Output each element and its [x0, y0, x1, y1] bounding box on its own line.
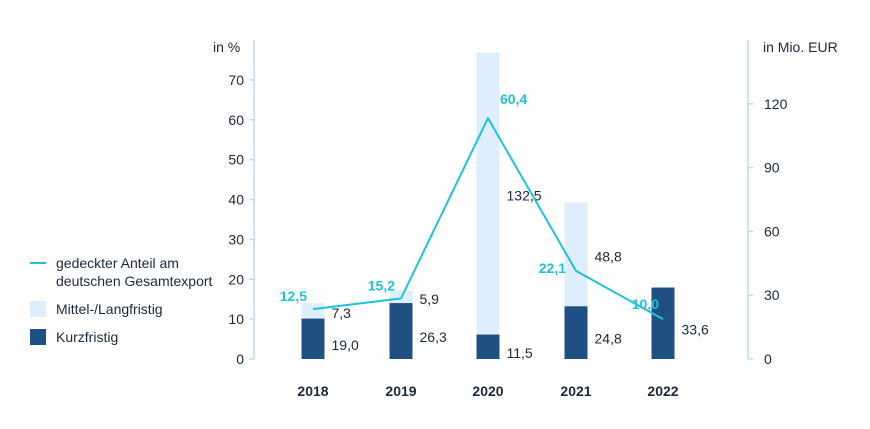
bar-kurzfristig	[476, 334, 500, 359]
bar-kurzfristig	[651, 287, 675, 359]
share-line-label: 22,1	[539, 260, 566, 276]
bars	[301, 52, 675, 359]
share-line-label: 10,0	[632, 296, 659, 312]
bar-kurzfristig	[301, 318, 325, 359]
right-tick-label: 30	[764, 287, 780, 303]
left-tick-label: 10	[228, 311, 244, 327]
legend-label: Mittel-/Langfristig	[56, 301, 163, 317]
bar-label-mittel-langfristig: 48,8	[595, 248, 622, 264]
bar-mittel-langfristig	[301, 303, 325, 319]
bar-label-kurzfristig: 33,6	[682, 321, 709, 337]
left-tick-label: 60	[228, 112, 244, 128]
legend-swatch-box	[30, 329, 46, 345]
category-labels: 2018 2019 2020 2021 2022	[297, 383, 678, 399]
left-tick-label: 30	[228, 231, 244, 247]
category-label: 2020	[472, 383, 503, 399]
right-tick-label: 60	[764, 223, 780, 239]
category-label: 2022	[647, 383, 678, 399]
bar-label-mittel-langfristig: 132,5	[507, 188, 542, 204]
bar-mittel-langfristig	[564, 202, 588, 307]
left-tick-label: 20	[228, 271, 244, 287]
bar-label-kurzfristig: 19,0	[332, 337, 359, 353]
legend-item-share: gedeckter Anteil am deutschen Gesamtexpo…	[30, 254, 230, 290]
category-label: 2018	[297, 383, 328, 399]
legend-item-kurzfristig: Kurzfristig	[30, 328, 230, 346]
left-tick-label: 50	[228, 152, 244, 168]
share-line-label: 60,4	[500, 91, 527, 107]
category-label: 2021	[560, 383, 591, 399]
left-axis-unit: in %	[213, 39, 240, 55]
bar-label-kurzfristig: 24,8	[595, 331, 622, 347]
category-label: 2019	[385, 383, 416, 399]
bar-label-kurzfristig: 26,3	[420, 329, 447, 345]
share-line-label: 15,2	[368, 277, 395, 293]
legend: gedeckter Anteil am deutschen Gesamtexpo…	[30, 254, 230, 356]
bar-label-mittel-langfristig: 5,9	[420, 291, 440, 307]
bar-label-kurzfristig: 11,5	[507, 345, 533, 361]
bar-kurzfristig	[564, 306, 588, 359]
bar-mittel-langfristig	[476, 52, 500, 335]
legend-swatch-box	[30, 301, 46, 317]
left-tick-label: 70	[228, 72, 244, 88]
left-tick-label: 0	[236, 351, 244, 367]
bar-kurzfristig	[389, 303, 413, 359]
legend-swatch-line	[30, 262, 46, 264]
bar-labels: 19,0 7,3 26,3 5,9 11,5 132,5 24,8 48,8 33,6	[332, 188, 709, 361]
share-line-label: 12,5	[280, 288, 307, 304]
share-line-path	[312, 117, 664, 320]
legend-label: Kurzfristig	[56, 329, 119, 345]
bar-label-mittel-langfristig: 7,3	[332, 305, 352, 321]
share-line: 12,5 15,2 60,4 22,1 10,0	[280, 91, 664, 320]
legend-label: gedeckter Anteil am deutschen Gesamtexpo…	[56, 255, 213, 289]
right-tick-label: 120	[764, 96, 788, 112]
right-axis: 0 30 60 90 120	[747, 40, 788, 367]
right-axis-unit: in Mio. EUR	[763, 39, 838, 55]
right-tick-label: 90	[764, 160, 780, 176]
left-tick-label: 40	[228, 192, 244, 208]
left-axis: 0 10 20 30 40 50 60 70	[228, 40, 255, 367]
legend-item-mittel-langfristig: Mittel-/Langfristig	[30, 300, 230, 318]
right-tick-label: 0	[764, 351, 772, 367]
